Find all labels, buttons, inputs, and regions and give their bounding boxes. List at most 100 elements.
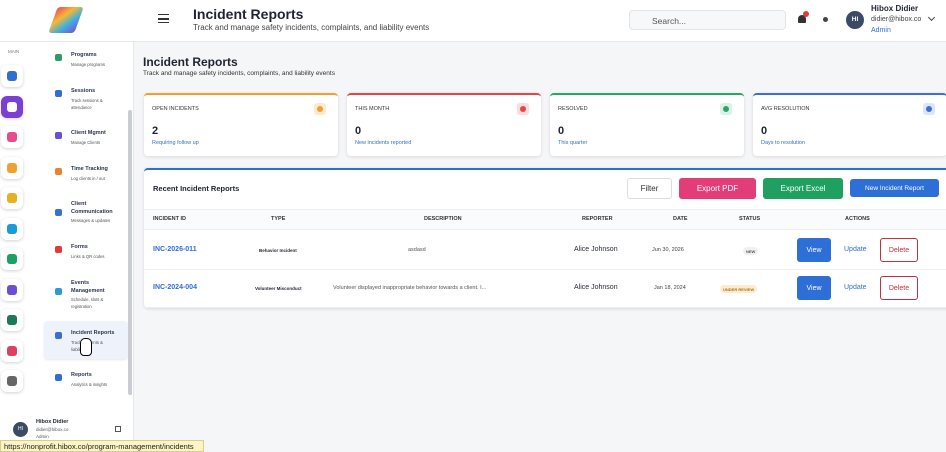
nav-desc: Messages & updates: [71, 218, 111, 223]
logout[interactable]: [115, 426, 121, 432]
stat-card: [550, 93, 744, 156]
stat-card: [347, 93, 541, 156]
nav-icon[interactable]: [55, 168, 62, 175]
nav-desc: Manage programs: [71, 62, 105, 67]
header-subtitle: Track and manage safety incidents, compl…: [193, 23, 430, 32]
cursor: [80, 338, 92, 356]
button-label: Filter: [640, 184, 659, 193]
status-badge: UNDER REVIEW: [720, 285, 758, 293]
nav-desc: Manage Clients: [71, 140, 101, 145]
nav-title[interactable]: Programs: [71, 52, 97, 58]
nav-desc: Log clients in / out: [71, 176, 105, 181]
stat-note: This quarter: [558, 140, 588, 146]
nav-icon[interactable]: [55, 246, 62, 253]
stat-card: [753, 93, 946, 156]
incident-type: Behavior Incident: [259, 248, 297, 253]
row-divider: [144, 307, 946, 308]
nav-icon[interactable]: [55, 374, 62, 381]
button-label: Export Excel: [780, 184, 826, 193]
incident-type: Volunteer Misconduct: [255, 286, 302, 291]
column-header: DATE: [673, 216, 688, 222]
scrollbar: [128, 110, 132, 395]
toolbar-button[interactable]: Filter: [627, 178, 672, 199]
column-header: INCIDENT ID: [153, 216, 186, 222]
view-button[interactable]: View: [797, 238, 831, 262]
user-avatar[interactable]: HI: [846, 11, 864, 29]
rail-glyph: [7, 254, 17, 264]
nav-desc: Track sessions & attendance: [71, 98, 103, 110]
rail-glyph: [7, 315, 17, 325]
rail-glyph: [7, 345, 17, 356]
toolbar-button[interactable]: New Incident Report: [850, 179, 939, 197]
nav-icon[interactable]: [55, 288, 62, 295]
incident-id[interactable]: INC-2026-011: [153, 246, 197, 253]
view-button[interactable]: View: [797, 276, 831, 300]
rail-glyph: [7, 71, 17, 81]
stat-label: AVG RESOLUTION: [761, 106, 810, 112]
nav-title[interactable]: Incident Reports: [71, 330, 115, 336]
nav-title[interactable]: Client Communication: [71, 201, 113, 215]
rail-glyph: [7, 284, 17, 295]
nav-icon[interactable]: [55, 132, 62, 139]
page-title: Incident Reports: [143, 55, 238, 69]
incident-date: Jun 30, 2026: [652, 247, 684, 253]
settings[interactable]: [823, 17, 828, 22]
nav-icon[interactable]: [55, 54, 62, 61]
nav-title[interactable]: Reports: [71, 372, 92, 378]
column-header: STATUS: [739, 216, 761, 222]
rail-glyph: [7, 132, 17, 142]
stat-icon-glyph: [723, 106, 729, 112]
notification-bell[interactable]: [798, 15, 806, 23]
status-badge: NEW: [743, 247, 759, 255]
rail-glyph: [7, 193, 17, 203]
stat-icon-glyph: [926, 106, 932, 112]
update-link[interactable]: Update: [844, 246, 867, 253]
delete-button[interactable]: Delete: [880, 238, 918, 262]
nav-icon[interactable]: [55, 209, 62, 216]
stat-value: 0: [355, 125, 362, 137]
nav-icon[interactable]: [55, 90, 62, 97]
stat-label: THIS MONTH: [355, 106, 390, 112]
search-box[interactable]: Search...: [629, 10, 786, 30]
incident-description: asdasd: [408, 247, 426, 253]
nav-title[interactable]: Time Tracking: [71, 166, 108, 172]
nav-title[interactable]: Client Mgmnt: [71, 130, 106, 136]
column-header: DESCRIPTION: [424, 216, 462, 222]
user-email: didier@hibox.co: [871, 16, 922, 23]
delete-button[interactable]: Delete: [880, 276, 918, 300]
nav-icon[interactable]: [55, 332, 62, 339]
side-user-role: Admin: [36, 434, 49, 439]
nav-desc: Links & QR codes: [71, 254, 105, 259]
incident-description: Volunteer displayed inappropriate behavi…: [333, 285, 487, 291]
toolbar-button[interactable]: Export Excel: [763, 178, 843, 199]
nav-title[interactable]: Forms: [71, 244, 88, 250]
stat-label: RESOLVED: [558, 106, 588, 112]
notification-badge: [803, 11, 809, 17]
update-link[interactable]: Update: [844, 284, 867, 291]
toolbar-button[interactable]: Export PDF: [679, 178, 756, 199]
column-header: REPORTER: [582, 216, 613, 222]
stat-note: Days to resolution: [761, 140, 806, 146]
nav-title[interactable]: Sessions: [71, 88, 96, 94]
stat-note: Requiring follow up: [152, 140, 199, 146]
table-title: Recent Incident Reports: [153, 184, 240, 193]
incident-reporter: Alice Johnson: [574, 284, 618, 291]
incident-reporter: Alice Johnson: [574, 246, 618, 253]
stat-value: 0: [558, 125, 565, 137]
button-label: Export PDF: [696, 184, 739, 193]
rail-glyph: [7, 101, 17, 112]
top-bar: [0, 0, 946, 42]
stat-icon-glyph: [520, 106, 526, 112]
table-head-bg: [144, 209, 946, 230]
menu-toggle-mid: [158, 18, 169, 20]
nav-title[interactable]: Events Management: [71, 280, 105, 294]
stat-note: New incidents reported: [355, 140, 412, 146]
column-header: TYPE: [271, 216, 286, 222]
menu-toggle[interactable]: [158, 14, 169, 23]
side-avatar: HI: [13, 422, 28, 437]
page-subtitle: Track and manage safety incidents, compl…: [143, 70, 335, 77]
row-divider: [144, 269, 946, 270]
incident-id[interactable]: INC-2024-004: [153, 284, 197, 291]
stat-icon-glyph: [317, 106, 323, 112]
